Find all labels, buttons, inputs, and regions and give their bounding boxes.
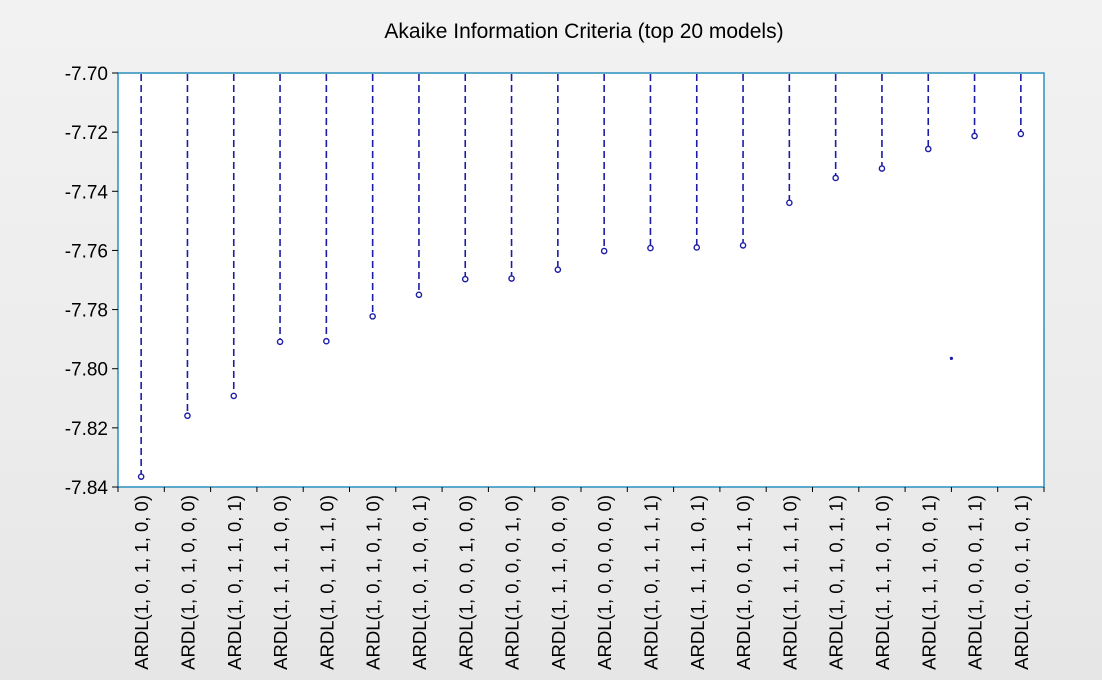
y-tick-label: -7.78 [65, 301, 108, 322]
data-point [971, 132, 978, 140]
data-point [878, 165, 886, 172]
data-point [461, 275, 469, 283]
x-tick-label: ARDL(1, 0, 1, 1, 1, 1) [640, 495, 661, 670]
x-tick-label: ARDL(1, 0, 0, 0, 0, 0) [594, 495, 615, 670]
y-tick-label: -7.72 [65, 123, 108, 144]
annotations [949, 356, 954, 360]
y-axis: -7.70 -7.72 -7.74 -7.76 -7.78 -7.80 -7.82 -7.84 [65, 64, 118, 499]
data-points [137, 130, 1025, 480]
data-point [184, 412, 191, 420]
drop-lines [140, 74, 1022, 474]
x-tick-label: ARDL(1, 1, 1, 0, 0, 0) [548, 495, 569, 670]
x-tick-label: ARDL(1, 0, 1, 1, 1, 0) [316, 495, 337, 670]
x-tick-label: ARDL(1, 0, 0, 1, 0, 1) [1011, 495, 1032, 670]
x-tick-label: ARDL(1, 0, 1, 1, 0, 1) [224, 495, 245, 670]
x-tick-label: ARDL(1, 0, 0, 1, 1, 0) [733, 495, 754, 670]
x-tick-label: ARDL(1, 1, 1, 1, 1, 0) [779, 495, 800, 670]
x-tick-label: ARDL(1, 0, 1, 1, 0, 0) [131, 495, 152, 670]
x-axis: ARDL(1, 0, 1, 1, 0, 0) ARDL(1, 0, 1, 0, 0… [117, 487, 1045, 670]
x-tick-label: ARDL(1, 1, 1, 1, 0, 1) [687, 495, 708, 670]
data-point [600, 247, 608, 255]
plot-area [117, 72, 1045, 488]
data-point [323, 337, 330, 345]
y-tick-label: -7.70 [65, 64, 108, 85]
y-tick-label: -7.74 [65, 182, 109, 203]
y-tick-label: -7.84 [65, 478, 109, 499]
annotation-dot [949, 356, 954, 360]
data-point [415, 291, 423, 299]
x-tick-label: ARDL(1, 0, 0, 0, 1, 1) [965, 495, 986, 670]
data-point [786, 199, 793, 207]
x-tick-label: ARDL(1, 1, 1, 0, 0, 1) [918, 495, 939, 670]
chart-title: Akaike Information Criteria (top 20 mode… [384, 20, 783, 43]
data-point [647, 244, 654, 252]
data-point [1017, 130, 1025, 138]
data-point [230, 392, 238, 400]
y-tick-label: -7.80 [65, 360, 108, 381]
x-tick-label: ARDL(1, 0, 1, 0, 1, 1) [826, 495, 847, 670]
data-point [693, 244, 701, 251]
x-tick-label: ARDL(1, 1, 1, 0, 1, 0) [872, 495, 893, 670]
data-point [832, 174, 839, 182]
y-tick-label: -7.76 [65, 241, 108, 262]
x-tick-label: ARDL(1, 0, 1, 0, 1, 0) [363, 495, 384, 670]
x-tick-label: ARDL(1, 0, 1, 0, 0, 1) [409, 495, 430, 670]
data-point [369, 313, 376, 320]
y-tick-label: -7.82 [65, 419, 108, 440]
data-point [137, 473, 145, 480]
x-tick-label: ARDL(1, 0, 0, 0, 1, 0) [502, 495, 523, 670]
data-point [924, 145, 932, 153]
x-tick-label: ARDL(1, 1, 1, 1, 0, 0) [270, 495, 291, 670]
data-point [276, 338, 284, 346]
x-tick-label: ARDL(1, 0, 0, 1, 0, 0) [455, 495, 476, 670]
data-point [739, 242, 747, 249]
x-tick-label: ARDL(1, 0, 1, 0, 0, 0) [177, 495, 198, 670]
data-point [554, 266, 562, 273]
data-point [508, 275, 515, 282]
